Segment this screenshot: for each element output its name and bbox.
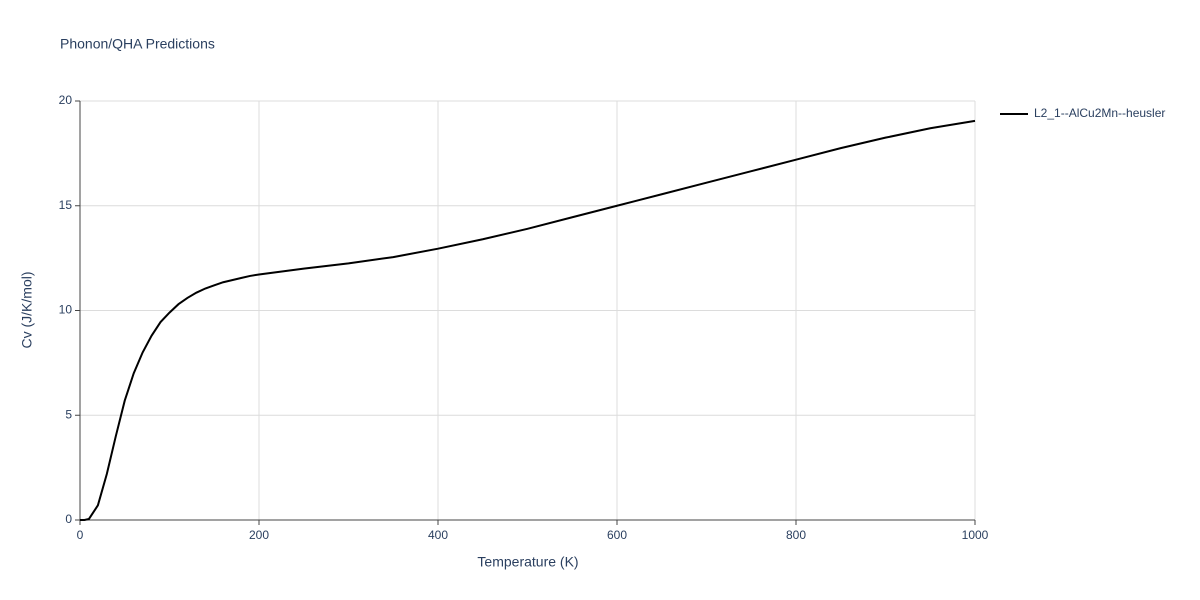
y-tick-label: 15: [59, 198, 73, 212]
y-tick-label: 20: [59, 93, 73, 107]
y-tick-label: 0: [65, 512, 72, 526]
data-line: [80, 119, 976, 521]
y-tick-label: 5: [65, 407, 72, 421]
x-tick-label: 600: [607, 528, 627, 542]
legend-label: L2_1--AlCu2Mn--heusler: [1034, 106, 1165, 120]
x-tick-label: 0: [77, 528, 84, 542]
x-tick-label: 1000: [962, 528, 989, 542]
chart-title: Phonon/QHA Predictions: [60, 36, 215, 52]
x-axis-title: Temperature (K): [477, 554, 578, 570]
x-tick-label: 400: [428, 528, 448, 542]
x-tick-label: 800: [786, 528, 806, 542]
y-tick-label: 10: [59, 303, 73, 317]
y-axis-title: Cv (J/K/mol): [19, 272, 35, 349]
x-tick-label: 200: [249, 528, 269, 542]
